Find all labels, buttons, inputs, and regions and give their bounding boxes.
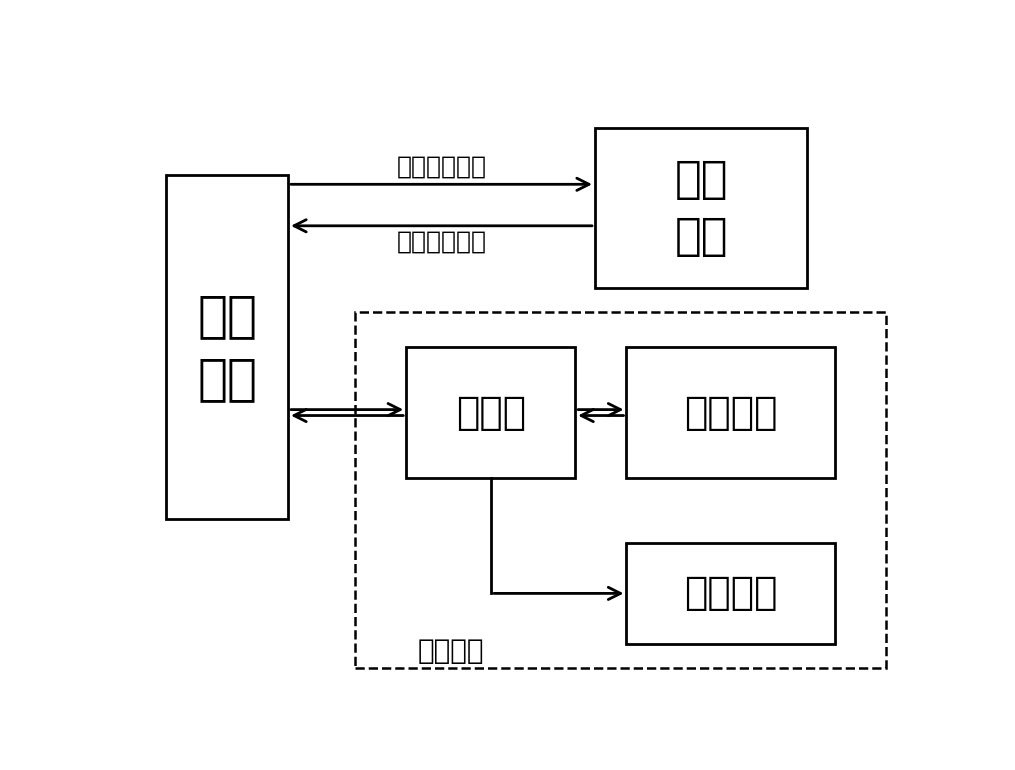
- Text: 检测系统: 检测系统: [418, 637, 484, 665]
- Text: 照明系统: 照明系统: [684, 574, 777, 612]
- Text: 控制
主机: 控制 主机: [197, 292, 257, 403]
- Text: 暂停收卷信号: 暂停收卷信号: [397, 229, 486, 254]
- Text: 收卷
装置: 收卷 装置: [674, 158, 728, 258]
- Text: 工控机: 工控机: [456, 393, 526, 431]
- Bar: [355, 312, 886, 668]
- Text: 检测终端: 检测终端: [684, 393, 777, 431]
- Bar: [166, 176, 288, 519]
- Bar: [626, 347, 834, 477]
- Bar: [626, 543, 834, 644]
- Bar: [595, 128, 807, 288]
- Bar: [406, 347, 576, 477]
- Text: 开始收卷信号: 开始收卷信号: [397, 155, 486, 179]
